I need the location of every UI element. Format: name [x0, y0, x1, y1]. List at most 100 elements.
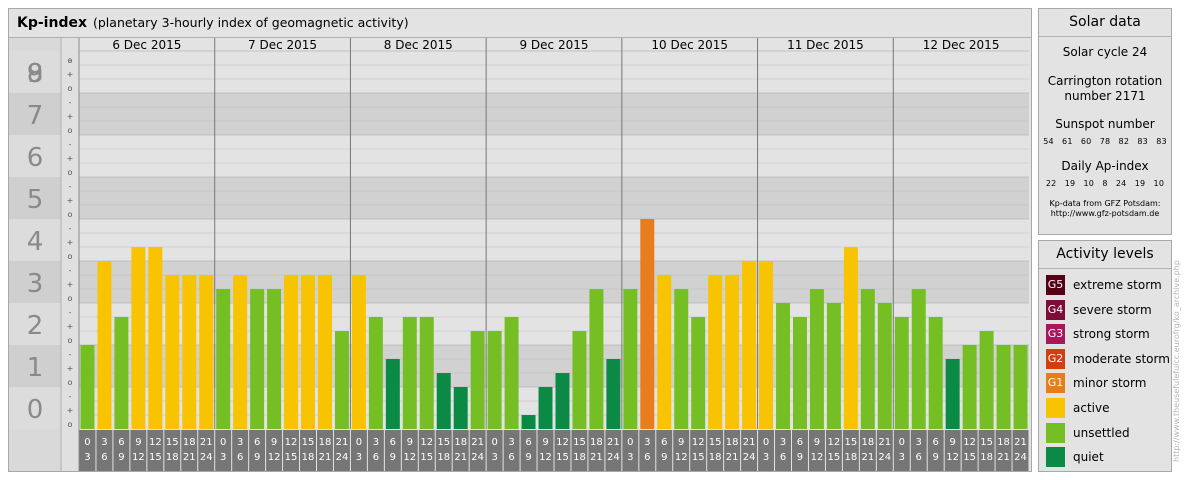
kp-bar: [301, 274, 315, 429]
interval-end-label: 21: [997, 452, 1010, 463]
interval-end-label: 12: [539, 452, 552, 463]
kp-bar: [945, 358, 960, 429]
kp-bar: [419, 316, 434, 429]
interval-start-label: 15: [845, 437, 858, 448]
ap-value: 22: [1045, 179, 1057, 188]
interval-start-label: 3: [916, 437, 922, 448]
interval-start-label: 6: [254, 437, 260, 448]
kp-bar: [131, 247, 146, 429]
day-label: 10 Dec 2015: [651, 38, 728, 52]
interval-end-label: 3: [627, 452, 633, 463]
chart-title-bar: Kp-index (planetary 3-hourly index of geo…: [9, 9, 1031, 38]
kp-bar: [640, 219, 655, 429]
day-label: 6 Dec 2015: [112, 38, 181, 52]
day-label: 11 Dec 2015: [787, 38, 864, 52]
interval-end-label: 18: [166, 452, 179, 463]
kp-bar: [572, 331, 587, 429]
kp-bar: [453, 387, 468, 429]
carrington-line-1: Carrington rotation: [1047, 74, 1163, 88]
interval-start-label: 12: [556, 437, 569, 448]
kp-bar: [826, 303, 841, 429]
interval-end-label: 18: [302, 452, 315, 463]
kp-bar: [962, 345, 977, 429]
kp-bar: [521, 415, 536, 429]
day-label: 8 Dec 2015: [384, 38, 453, 52]
interval-start-label: 0: [763, 437, 769, 448]
sunspot-value: 60: [1080, 137, 1092, 146]
sub-tick-label: o: [68, 252, 73, 261]
interval-start-label: 9: [678, 437, 684, 448]
activity-levels-title: Activity levels: [1039, 241, 1171, 269]
sunspot-value: 82: [1118, 137, 1130, 146]
interval-start-label: 21: [607, 437, 620, 448]
sub-tick-label: -: [69, 266, 72, 275]
kp-bar: [504, 316, 519, 429]
interval-end-label: 12: [675, 452, 688, 463]
kp-bar: [114, 316, 129, 429]
legend-item-quiet: quiet: [1046, 447, 1171, 468]
interval-end-label: 15: [556, 452, 569, 463]
legend-label: unsettled: [1073, 425, 1130, 440]
interval-start-label: 12: [828, 437, 841, 448]
interval-end-label: 6: [101, 452, 107, 463]
kp-bar: [385, 358, 400, 429]
source-watermark: http://www.theusefulefulcc.eurofrg/ko_ar…: [1172, 260, 1181, 462]
interval-end-label: 15: [828, 452, 841, 463]
kp-bar: [860, 289, 875, 429]
interval-end-label: 18: [437, 452, 450, 463]
sub-tick-label: o: [68, 126, 73, 135]
legend-label: extreme storm: [1073, 278, 1162, 292]
kp-bar: [182, 274, 197, 429]
legend-label: severe storm: [1073, 302, 1152, 317]
interval-start-label: 0: [356, 437, 362, 448]
kp-bar: [894, 316, 909, 429]
legend-item-minor-storm: G1 minor storm: [1046, 373, 1171, 394]
interval-end-label: 21: [726, 452, 739, 463]
interval-end-label: 6: [644, 452, 650, 463]
kp-bar: [436, 373, 451, 429]
sunspot-value: 54: [1043, 137, 1054, 146]
interval-start-label: 0: [220, 437, 226, 448]
y-tick-label: 6: [27, 143, 44, 173]
source-link[interactable]: http://www.gfz-potsdam.de: [1050, 209, 1160, 218]
legend-label: minor storm: [1073, 376, 1147, 391]
ap-value: 8: [1102, 179, 1108, 188]
interval-end-label: 21: [861, 452, 874, 463]
interval-end-label: 24: [743, 452, 756, 463]
interval-start-label: 3: [508, 437, 514, 448]
interval-start-label: 9: [407, 437, 413, 448]
sub-tick-label: o: [68, 56, 73, 65]
interval-start-label: 3: [101, 437, 107, 448]
kp-bar: [538, 387, 553, 429]
interval-start-label: 6: [797, 437, 803, 448]
interval-end-label: 6: [237, 452, 243, 463]
y-tick-label: 4: [27, 227, 44, 257]
y-tick-label: 9: [27, 59, 44, 89]
interval-end-label: 21: [183, 452, 196, 463]
day-label: 9 Dec 2015: [519, 38, 588, 52]
legend-swatch: [1046, 422, 1065, 443]
kp-bar: [979, 331, 994, 429]
y-tick-label: 0: [27, 395, 44, 425]
interval-start-label: 21: [743, 437, 756, 448]
kp-bar: [623, 289, 638, 429]
interval-end-label: 24: [878, 452, 891, 463]
interval-start-label: 3: [780, 437, 786, 448]
kp-bar: [843, 247, 858, 429]
activity-levels-panel: Activity levels G5 extreme storm G4 severe …: [1038, 240, 1172, 472]
interval-start-label: 21: [200, 437, 213, 448]
interval-end-label: 9: [118, 452, 124, 463]
kp-bar: [267, 289, 282, 429]
sub-tick-label: -: [69, 308, 72, 317]
interval-end-label: 15: [420, 452, 433, 463]
kp-bar: [606, 358, 621, 429]
interval-start-label: 15: [709, 437, 722, 448]
solar-cycle: Solar cycle 24: [1062, 45, 1148, 59]
kp-bar: [877, 303, 892, 429]
interval-start-label: 15: [302, 437, 315, 448]
source-line-1: Kp-data from GFZ Potsdam:: [1049, 199, 1161, 208]
kp-bar: [555, 373, 570, 429]
sunspot-value: 78: [1099, 137, 1111, 146]
sub-tick-label: -: [69, 224, 72, 233]
interval-start-label: 15: [437, 437, 450, 448]
